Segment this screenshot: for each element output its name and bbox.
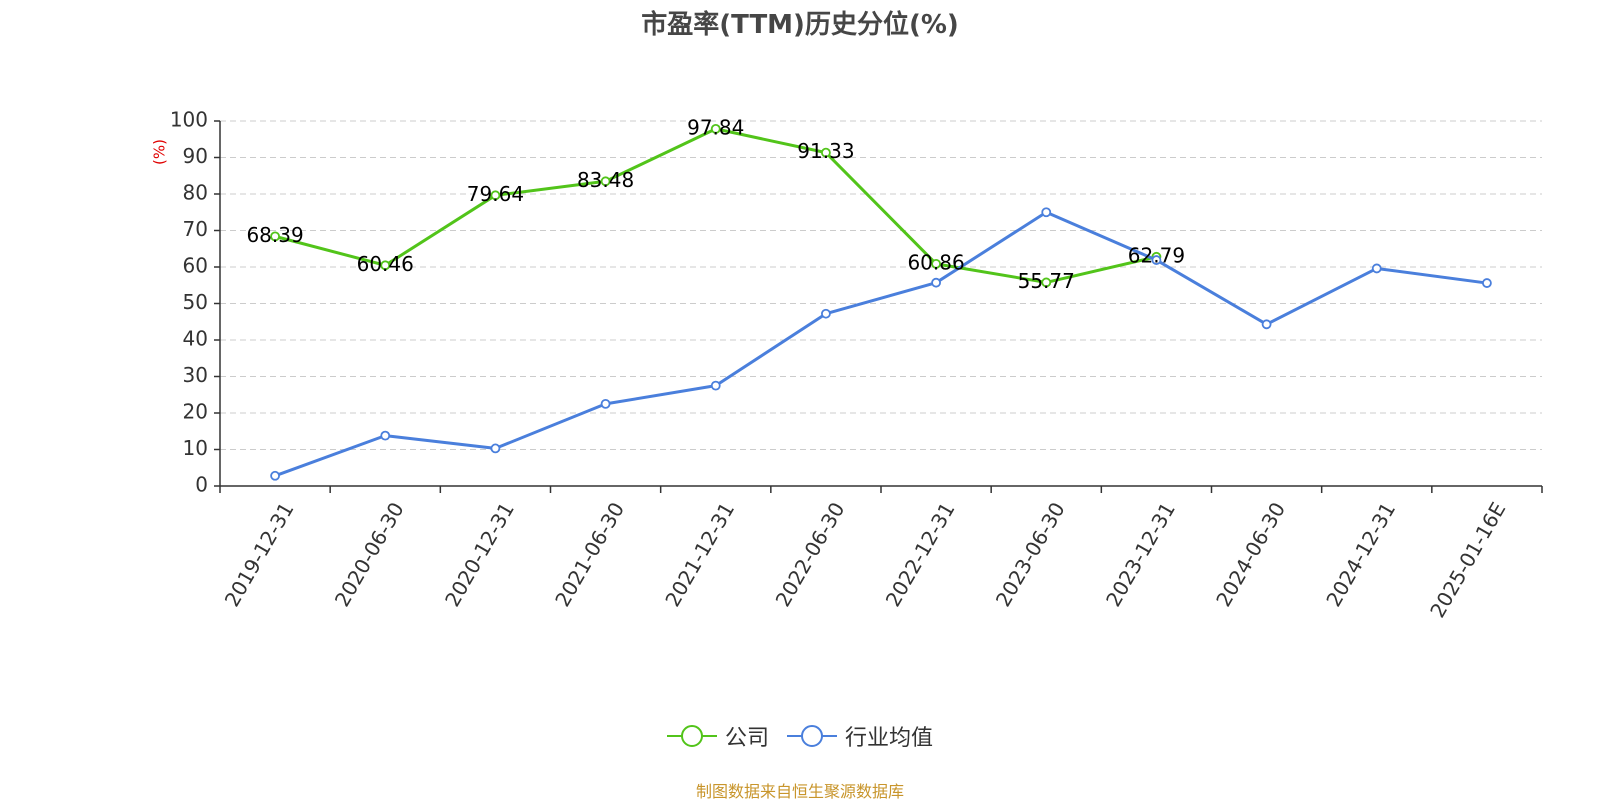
x-tick-label: 2020-06-30 bbox=[330, 498, 409, 611]
x-tick-label: 2024-12-31 bbox=[1321, 498, 1400, 611]
data-point bbox=[490, 443, 501, 454]
x-tick-label: 2021-12-31 bbox=[660, 498, 739, 611]
data-point bbox=[710, 380, 721, 391]
y-tick-label: 90 bbox=[183, 144, 208, 168]
y-tick-label: 70 bbox=[183, 217, 208, 241]
data-point bbox=[600, 176, 611, 187]
x-tick-label: 2021-06-30 bbox=[550, 498, 629, 611]
y-tick-label: 10 bbox=[183, 436, 208, 460]
y-axis-label: (%) bbox=[151, 139, 169, 165]
data-label: 83.48 bbox=[577, 168, 634, 192]
legend-label: 行业均值 bbox=[845, 726, 934, 751]
x-tick-label: 2023-12-31 bbox=[1101, 498, 1180, 611]
source-note: 制图数据来自恒生聚源数据库 bbox=[695, 782, 904, 801]
data-point bbox=[1041, 277, 1052, 288]
data-point bbox=[380, 430, 391, 441]
y-tick-label: 30 bbox=[183, 363, 208, 387]
y-tick-label: 80 bbox=[183, 181, 208, 205]
data-point bbox=[821, 147, 831, 158]
y-tick-label: 100 bbox=[170, 108, 208, 132]
series-lines bbox=[270, 123, 1492, 481]
data-label: 62.79 bbox=[1128, 243, 1185, 267]
data-labels: 68.39 60.46 79.64 83.48 97.84 91.33 60.86 55.77… bbox=[246, 115, 1185, 293]
data-point bbox=[1261, 319, 1272, 330]
data-label: 55.77 bbox=[1018, 269, 1075, 293]
data-label: 91.33 bbox=[797, 139, 854, 163]
data-point bbox=[821, 308, 831, 319]
data-label: 97.84 bbox=[687, 115, 744, 139]
x-tick-label: 2020-12-31 bbox=[440, 498, 519, 611]
x-tick-label: 2023-06-30 bbox=[991, 498, 1070, 611]
grid-lines bbox=[220, 120, 1542, 450]
data-point bbox=[270, 470, 280, 481]
y-tick-label: 0 bbox=[195, 473, 208, 497]
legend-label: 公司 bbox=[724, 726, 769, 751]
data-label: 68.39 bbox=[246, 223, 303, 247]
x-tick-label: 2022-12-31 bbox=[881, 498, 960, 611]
data-point bbox=[1151, 255, 1162, 265]
data-point bbox=[1371, 263, 1382, 274]
data-point bbox=[380, 260, 391, 271]
data-point bbox=[710, 123, 721, 134]
data-label: 60.46 bbox=[357, 252, 414, 276]
y-tick-label: 40 bbox=[183, 327, 208, 351]
data-point bbox=[1482, 278, 1492, 288]
chart-title: 市盈率(TTM)历史分位(%) bbox=[641, 10, 959, 40]
data-point bbox=[1041, 207, 1052, 218]
data-point bbox=[490, 190, 501, 201]
legend: 公司 行业均值 bbox=[0, 720, 1600, 752]
data-point bbox=[270, 231, 280, 242]
legend-item-industry[interactable]: 行业均值 bbox=[787, 720, 933, 752]
y-tick-label: 60 bbox=[183, 254, 208, 278]
data-label: 79.64 bbox=[467, 182, 524, 206]
x-tick-label: 2024-06-30 bbox=[1211, 498, 1290, 611]
y-tick-label: 20 bbox=[183, 400, 208, 424]
x-tick-label: 2019-12-31 bbox=[220, 498, 299, 611]
data-point bbox=[931, 258, 941, 269]
legend-item-company[interactable]: 公司 bbox=[666, 720, 769, 752]
data-label: 60.86 bbox=[907, 250, 964, 274]
x-tick-label: 2022-06-30 bbox=[771, 498, 850, 611]
data-point bbox=[931, 277, 941, 288]
legend-marker-icon bbox=[787, 725, 837, 747]
series-line-industry bbox=[274, 210, 1488, 478]
y-tick-label: 50 bbox=[183, 290, 208, 314]
x-tick-label: 2025-01-16E bbox=[1425, 498, 1510, 622]
data-point bbox=[600, 398, 611, 409]
legend-marker-icon bbox=[666, 725, 717, 747]
